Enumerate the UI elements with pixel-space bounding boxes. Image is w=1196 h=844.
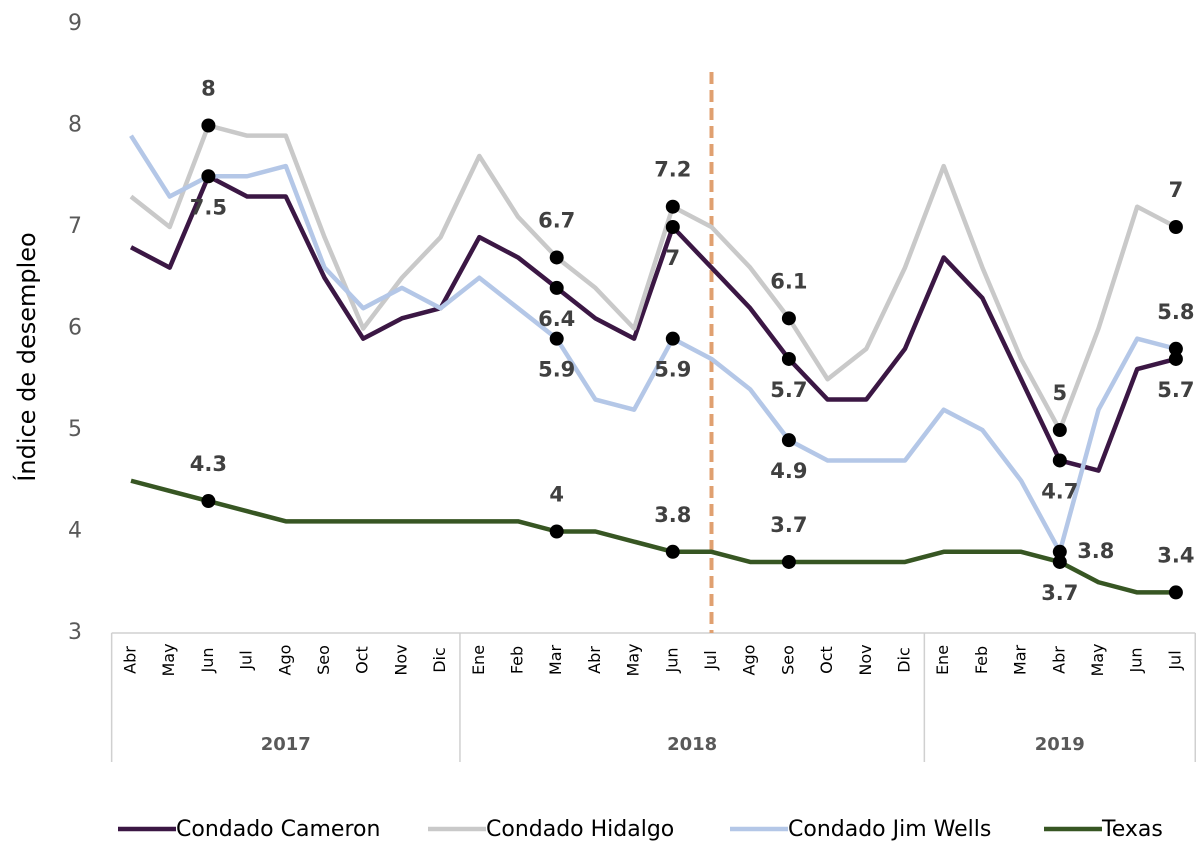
x-tick-label: Oct bbox=[353, 646, 372, 674]
data-point bbox=[549, 331, 564, 346]
year-label: 2019 bbox=[1035, 734, 1085, 755]
data-label: 5.7 bbox=[1157, 378, 1194, 402]
data-point bbox=[549, 250, 564, 265]
series-line bbox=[129, 134, 1177, 555]
data-label: 4.9 bbox=[770, 459, 807, 483]
data-point bbox=[1168, 351, 1183, 366]
data-point bbox=[549, 280, 564, 295]
y-tick-label: 7 bbox=[68, 214, 82, 239]
y-tick-label: 5 bbox=[68, 417, 82, 442]
data-point bbox=[1168, 341, 1183, 356]
x-tick-label: Jun bbox=[198, 648, 217, 674]
x-tick-label: Oct bbox=[817, 646, 836, 674]
data-label: 4 bbox=[549, 483, 564, 507]
y-tick-label: 9 bbox=[68, 11, 82, 36]
x-tick-label: Seo bbox=[314, 645, 333, 675]
data-point bbox=[665, 544, 680, 559]
data-label: 3.7 bbox=[770, 513, 807, 537]
data-point bbox=[781, 351, 796, 366]
x-tick-label: Mar bbox=[546, 644, 565, 675]
data-point bbox=[201, 118, 216, 133]
y-axis-label: Índice de desempleo bbox=[12, 232, 41, 481]
x-tick-label: May bbox=[1088, 643, 1107, 676]
y-tick-label: 4 bbox=[68, 519, 82, 544]
y-tick-label: 3 bbox=[68, 620, 82, 645]
x-tick-label: Ago bbox=[740, 645, 759, 676]
series-line bbox=[129, 174, 1177, 473]
x-tick-label: Nov bbox=[391, 644, 410, 675]
x-tick-label: Abr bbox=[1049, 646, 1068, 674]
y-tick-label: 6 bbox=[68, 316, 82, 341]
data-point bbox=[201, 494, 216, 509]
data-label: 5.9 bbox=[654, 358, 691, 382]
x-tick-label: Seo bbox=[778, 645, 797, 675]
data-label: 3.8 bbox=[654, 503, 691, 527]
x-tick-label: Dic bbox=[895, 647, 914, 673]
data-label: 5 bbox=[1052, 381, 1067, 405]
legend-label: Condado Hidalgo bbox=[486, 817, 674, 842]
data-label: 3.7 bbox=[1041, 581, 1078, 605]
data-point bbox=[781, 433, 796, 448]
data-label: 7 bbox=[1169, 178, 1184, 202]
data-label: 7.5 bbox=[190, 195, 227, 219]
data-label: 6.1 bbox=[770, 269, 807, 293]
data-label: 3.8 bbox=[1077, 539, 1114, 563]
data-point bbox=[665, 199, 680, 214]
legend-label: Texas bbox=[1101, 817, 1163, 842]
x-tick-label: Jul bbox=[1165, 650, 1184, 670]
data-label: 3.4 bbox=[1157, 543, 1194, 567]
data-point bbox=[1052, 554, 1067, 569]
data-point bbox=[665, 220, 680, 234]
x-tick-label: Ene bbox=[933, 645, 952, 675]
data-point bbox=[1052, 453, 1067, 468]
data-label: 7.2 bbox=[654, 158, 691, 182]
series-line bbox=[129, 123, 1177, 433]
x-tick-label: Feb bbox=[972, 646, 991, 674]
x-tick-label: May bbox=[159, 643, 178, 676]
x-tick-label: Dic bbox=[430, 647, 449, 673]
data-label: 5.9 bbox=[538, 358, 575, 382]
data-label: 4.7 bbox=[1041, 479, 1078, 503]
year-label: 2017 bbox=[261, 734, 311, 755]
x-tick-label: Mar bbox=[1011, 644, 1030, 675]
data-label: 6.4 bbox=[538, 307, 575, 331]
x-tick-label: Jul bbox=[237, 650, 256, 670]
data-point bbox=[1168, 220, 1183, 234]
data-point bbox=[665, 331, 680, 346]
x-tick-label: Jun bbox=[662, 648, 681, 674]
data-point bbox=[1168, 585, 1183, 600]
year-label: 2018 bbox=[667, 734, 717, 755]
x-tick-label: Abr bbox=[585, 646, 604, 674]
data-label: 5.8 bbox=[1157, 300, 1194, 324]
data-label: 5.7 bbox=[770, 378, 807, 402]
data-label: 6.7 bbox=[538, 208, 575, 232]
data-point bbox=[1052, 544, 1067, 559]
x-tick-label: Nov bbox=[856, 644, 875, 675]
legend-label: Condado Cameron bbox=[176, 817, 380, 842]
data-label: 8 bbox=[201, 77, 216, 101]
x-tick-label: Abr bbox=[121, 646, 140, 674]
x-tick-label: May bbox=[624, 643, 643, 676]
y-tick-label: 8 bbox=[68, 113, 82, 138]
x-tick-label: Ene bbox=[469, 645, 488, 675]
data-point bbox=[781, 554, 796, 569]
legend-label: Condado Jim Wells bbox=[788, 817, 991, 842]
series-line bbox=[130, 478, 1176, 595]
data-label: 7 bbox=[665, 246, 680, 270]
x-tick-label: Ago bbox=[275, 645, 294, 676]
data-point bbox=[1052, 423, 1067, 437]
data-point bbox=[781, 311, 796, 326]
data-label: 4.3 bbox=[190, 452, 227, 476]
x-tick-label: Jun bbox=[1127, 648, 1146, 674]
x-tick-label: Jul bbox=[701, 650, 720, 670]
x-tick-label: Feb bbox=[508, 646, 527, 674]
data-point bbox=[549, 524, 564, 539]
data-point bbox=[201, 169, 216, 184]
